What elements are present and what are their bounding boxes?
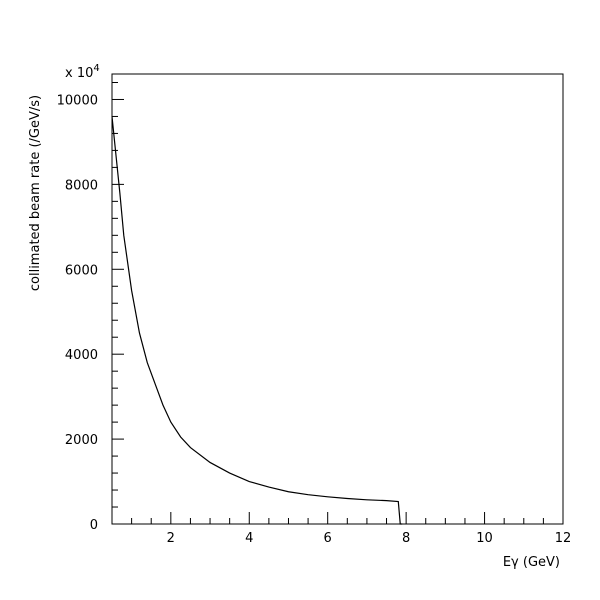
y-multiplier-exponent: 4 bbox=[93, 63, 99, 74]
plot-frame bbox=[111, 73, 564, 525]
y-multiplier-base: x 10 bbox=[65, 66, 93, 81]
x-tick-label: 12 bbox=[555, 531, 572, 546]
y-tick-label: 8000 bbox=[65, 178, 98, 193]
x-tick-label: 4 bbox=[245, 531, 253, 546]
y-tick-label: 2000 bbox=[65, 433, 98, 448]
series-line bbox=[111, 116, 403, 525]
y-multiplier-label: x 104 bbox=[65, 63, 100, 81]
y-tick-label: 6000 bbox=[65, 263, 98, 278]
x-tick-label: 10 bbox=[476, 531, 493, 546]
y-tick-label: 0 bbox=[90, 518, 98, 533]
y-tick-label: 4000 bbox=[65, 348, 98, 363]
x-tick-label: 6 bbox=[324, 531, 332, 546]
x-axis-label: Eγ (GeV) bbox=[503, 555, 560, 570]
x-tick-label: 8 bbox=[402, 531, 410, 546]
y-axis-label: collimated beam rate (/GeV/s) bbox=[28, 95, 43, 291]
x-tick-label: 2 bbox=[167, 531, 175, 546]
y-tick-label: 10000 bbox=[57, 93, 98, 108]
axis-tick-labels: 2 4 6 8 10 12 0 2000 4000 6000 8000 10000 bbox=[57, 93, 572, 546]
